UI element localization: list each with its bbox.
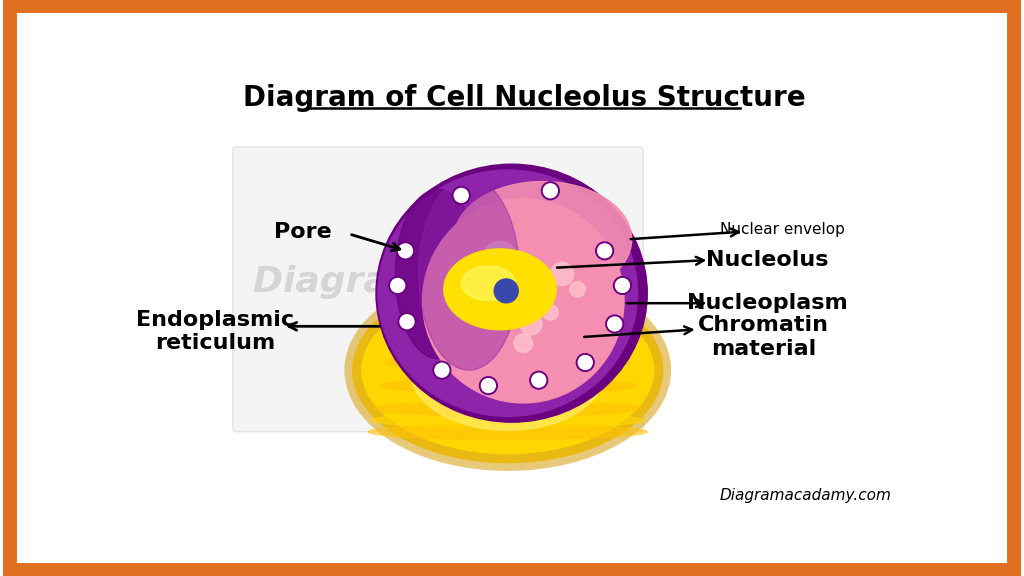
Circle shape — [495, 279, 518, 303]
Ellipse shape — [419, 177, 519, 370]
FancyBboxPatch shape — [232, 147, 643, 432]
Circle shape — [435, 363, 449, 377]
Ellipse shape — [461, 266, 515, 301]
Text: Chromatin
material: Chromatin material — [698, 316, 829, 359]
Circle shape — [550, 263, 573, 286]
Circle shape — [596, 242, 613, 260]
Ellipse shape — [411, 314, 604, 430]
Circle shape — [398, 244, 413, 258]
Ellipse shape — [371, 412, 644, 428]
Text: Diagramacadamy.com: Diagramacadamy.com — [720, 488, 891, 503]
Circle shape — [520, 313, 542, 335]
Circle shape — [615, 279, 630, 293]
Ellipse shape — [382, 366, 634, 382]
Circle shape — [607, 317, 622, 331]
Circle shape — [481, 378, 496, 392]
Ellipse shape — [377, 389, 639, 405]
Circle shape — [483, 241, 517, 275]
Circle shape — [543, 305, 558, 320]
Ellipse shape — [352, 278, 663, 463]
Circle shape — [598, 244, 611, 258]
Text: Endoplasmic
reticulum: Endoplasmic reticulum — [136, 310, 294, 353]
Ellipse shape — [387, 343, 629, 359]
Circle shape — [455, 188, 468, 202]
Ellipse shape — [379, 378, 636, 393]
Circle shape — [606, 315, 624, 333]
Circle shape — [479, 377, 498, 395]
Ellipse shape — [443, 249, 556, 330]
Circle shape — [389, 276, 407, 294]
Circle shape — [577, 354, 594, 372]
Text: Nucleolus: Nucleolus — [707, 250, 828, 270]
Circle shape — [569, 282, 586, 297]
Text: Nucleoplasm: Nucleoplasm — [687, 293, 848, 313]
Ellipse shape — [423, 199, 624, 403]
Circle shape — [468, 308, 485, 325]
Circle shape — [453, 187, 470, 204]
Ellipse shape — [376, 164, 647, 422]
Circle shape — [531, 373, 546, 387]
Ellipse shape — [454, 181, 632, 297]
Text: Diagram of Cell Nucleolus Structure: Diagram of Cell Nucleolus Structure — [244, 84, 806, 112]
Circle shape — [514, 334, 532, 353]
Ellipse shape — [385, 355, 631, 370]
Text: Diagram Academy: Diagram Academy — [253, 264, 623, 298]
Ellipse shape — [378, 170, 638, 416]
Text: Pore: Pore — [273, 222, 331, 242]
Ellipse shape — [369, 424, 647, 439]
Ellipse shape — [374, 401, 642, 416]
Circle shape — [529, 372, 548, 389]
Text: Nuclear envelop: Nuclear envelop — [721, 222, 846, 237]
Circle shape — [400, 314, 414, 329]
Circle shape — [579, 355, 592, 369]
Circle shape — [544, 184, 557, 198]
Circle shape — [433, 361, 451, 379]
Circle shape — [396, 242, 415, 260]
Circle shape — [391, 279, 404, 293]
Circle shape — [613, 276, 632, 294]
Circle shape — [542, 182, 559, 200]
Ellipse shape — [395, 190, 480, 359]
Circle shape — [398, 313, 416, 331]
